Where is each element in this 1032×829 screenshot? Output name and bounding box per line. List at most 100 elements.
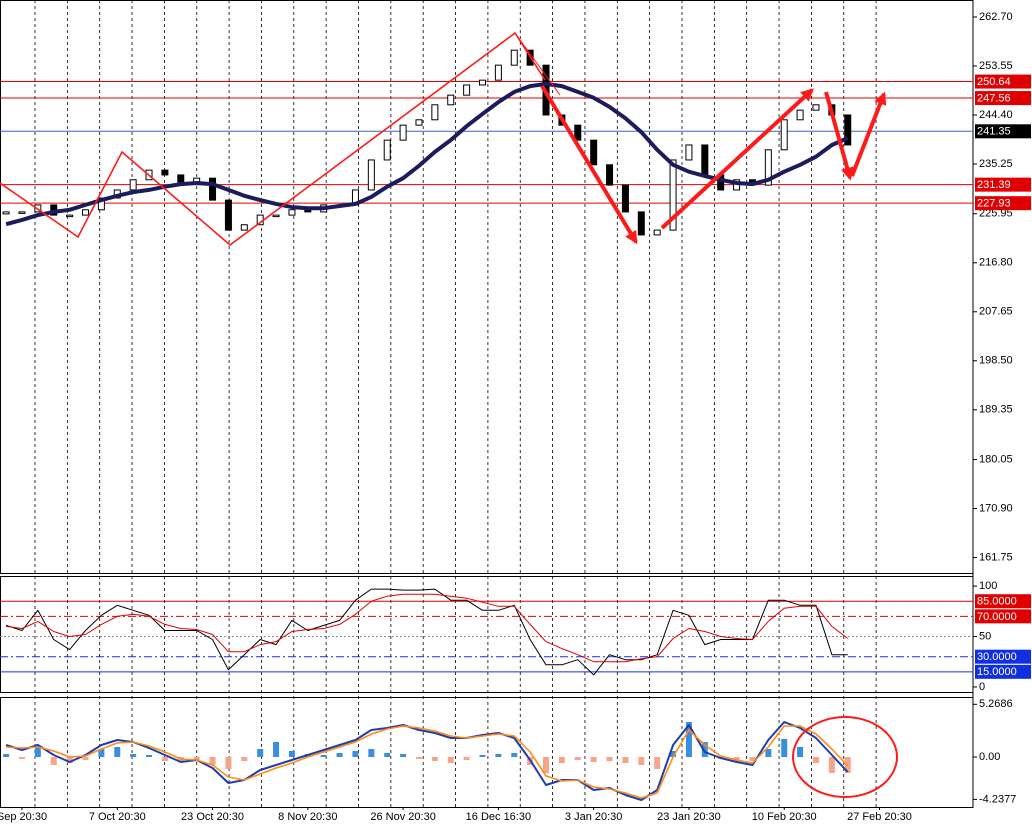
histogram-bar [384,753,391,757]
histogram-bar [606,757,613,761]
candle [494,64,502,81]
candle [574,124,582,141]
histogram-bar [34,747,41,757]
candle [367,159,375,191]
histogram-bar [336,753,343,757]
annotations [0,31,887,247]
x-tick-label: 23 Jan 20:30 [657,811,721,823]
histogram-bar [114,747,121,757]
x-tick-label: Sep 20:30 [0,811,47,823]
histogram-bar [320,755,327,757]
y-tick-label: 180.05 [979,453,1013,465]
candle [399,124,407,141]
histogram-bar [82,757,89,760]
trend-line [514,32,561,96]
x-tick-label: 10 Feb 20:30 [752,811,817,823]
level-label: 247.56 [977,92,1011,104]
histogram-bar [241,757,248,761]
candle [590,139,598,166]
candle [510,49,518,66]
level-label-bg [975,664,1031,679]
y-tick-label: 100 [979,580,997,592]
level-label: 30.0000 [977,651,1017,663]
histogram-bar [781,739,788,757]
histogram-bar [273,742,280,757]
histogram-bar [431,757,438,761]
histogram-bar [161,757,168,761]
histogram-bar [765,749,772,757]
candle [2,211,10,215]
histogram-bar [50,757,57,765]
y-tick-label: -4.2377 [979,793,1016,805]
level-label-bg [975,74,1031,89]
y-tick-label: 0.00 [979,751,1000,763]
histogram-bar [654,757,661,769]
candle [240,224,248,231]
candle [129,179,137,191]
histogram-bar [511,753,518,757]
level-label-bg [975,196,1031,211]
x-tick-label: 8 Nov 20:30 [278,811,337,823]
candle [66,214,74,218]
histogram-bar [225,757,232,769]
histogram-bar [543,757,550,773]
histogram-bar [590,757,597,762]
candle [764,149,772,186]
candle [701,144,709,176]
x-tick-label: 27 Feb 20:30 [847,811,912,823]
series-line [5,588,848,676]
histogram-bar [400,754,407,757]
level-label: 15.0000 [977,666,1017,678]
level-label-bg [975,124,1031,139]
candle [82,209,89,216]
histogram-bar [257,749,264,757]
arrow [540,84,638,245]
histogram-bar [749,757,756,761]
candle [272,214,280,218]
y-tick-label: 262.70 [979,11,1013,23]
candle [621,184,629,213]
candle [288,209,296,216]
level-label: 241.35 [977,126,1011,138]
histogram-bar [18,757,25,759]
candle [209,177,217,201]
histogram-bar [574,757,581,760]
candle [383,139,391,161]
x-tick-label: 16 Dec 16:30 [466,811,531,823]
histogram-bar [352,751,359,757]
x-tick-label: 7 Oct 20:30 [89,811,146,823]
histogram-bar [146,755,153,757]
level-label-bg [975,609,1031,624]
arrow [824,91,854,181]
histogram-bar [415,757,422,759]
candle [18,211,26,214]
candle [415,119,423,126]
candle [463,84,471,96]
plot-area [5,588,849,676]
y-tick-label: 50 [979,630,991,642]
candle [796,109,804,121]
histogram-bar [828,757,835,773]
y-tick-label: 235.25 [979,158,1013,170]
y-tick-label: 189.35 [979,404,1013,416]
histogram-bar [622,757,629,763]
candle [637,211,645,236]
histogram-bar [66,757,73,763]
histogram-bar [98,749,105,757]
level-label-bg [975,177,1031,192]
histogram-bar [670,751,677,757]
level-label: 231.39 [977,179,1011,191]
histogram-bar [193,757,200,761]
level-label-bg [975,91,1031,106]
candle [606,164,614,186]
plot-area [3,721,851,801]
plot-area [2,49,852,236]
y-tick-label: 161.75 [979,551,1013,563]
histogram-bar [479,755,486,757]
candle [844,114,852,146]
y-tick-label: 170.90 [979,502,1013,514]
histogram-bar [288,751,295,757]
candle [812,104,820,111]
y-tick-label: 198.50 [979,355,1013,367]
